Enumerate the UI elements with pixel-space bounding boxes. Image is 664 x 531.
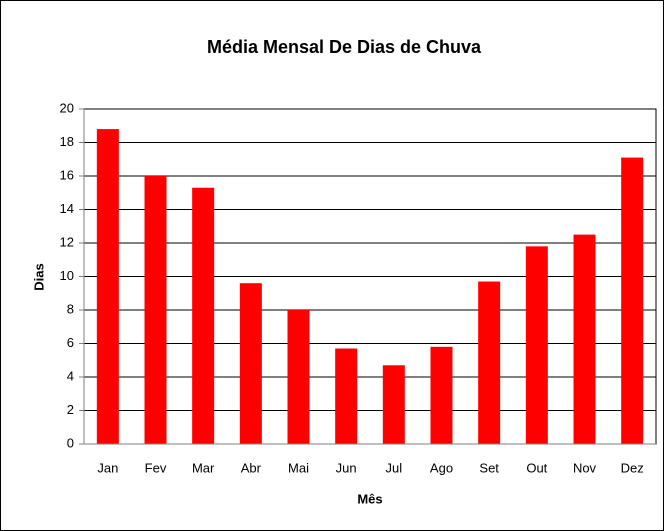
x-tick-label: Dez — [621, 460, 644, 475]
x-tick-label: Out — [526, 460, 547, 475]
bar — [573, 234, 596, 444]
x-tick-label: Mar — [192, 460, 215, 475]
x-tick-label: Jan — [97, 460, 118, 475]
y-tick-label: 10 — [60, 268, 74, 283]
bar — [525, 246, 548, 444]
x-tick-label: Mai — [288, 460, 309, 475]
x-tick-label: Set — [479, 460, 499, 475]
x-axis-label: Mês — [357, 491, 382, 506]
bar — [621, 157, 644, 444]
bar — [287, 310, 310, 444]
bar — [430, 346, 453, 444]
x-tick-label: Ago — [430, 460, 453, 475]
y-tick-label: 4 — [67, 368, 74, 383]
bar — [192, 187, 215, 444]
y-tick-label: 18 — [60, 134, 74, 149]
bar — [478, 281, 501, 444]
y-tick-label: 12 — [60, 234, 74, 249]
bar — [382, 365, 405, 444]
y-axis-label: Dias — [31, 263, 46, 290]
y-tick-label: 14 — [60, 201, 74, 216]
x-tick-label: Abr — [241, 460, 262, 475]
y-tick-label: 8 — [67, 301, 74, 316]
y-tick-label: 0 — [67, 435, 74, 450]
y-tick-label: 20 — [60, 100, 74, 115]
y-tick-label: 16 — [60, 167, 74, 182]
bar — [96, 129, 119, 444]
x-tick-label: Nov — [573, 460, 597, 475]
bar — [335, 348, 358, 444]
x-tick-label: Fev — [145, 460, 167, 475]
bar — [144, 176, 167, 444]
chart-title: Média Mensal De Dias de Chuva — [207, 37, 482, 57]
y-tick-label: 2 — [67, 402, 74, 417]
bar — [239, 283, 262, 444]
y-tick-label: 6 — [67, 335, 74, 350]
x-tick-label: Jun — [336, 460, 357, 475]
x-tick-label: Jul — [386, 460, 403, 475]
